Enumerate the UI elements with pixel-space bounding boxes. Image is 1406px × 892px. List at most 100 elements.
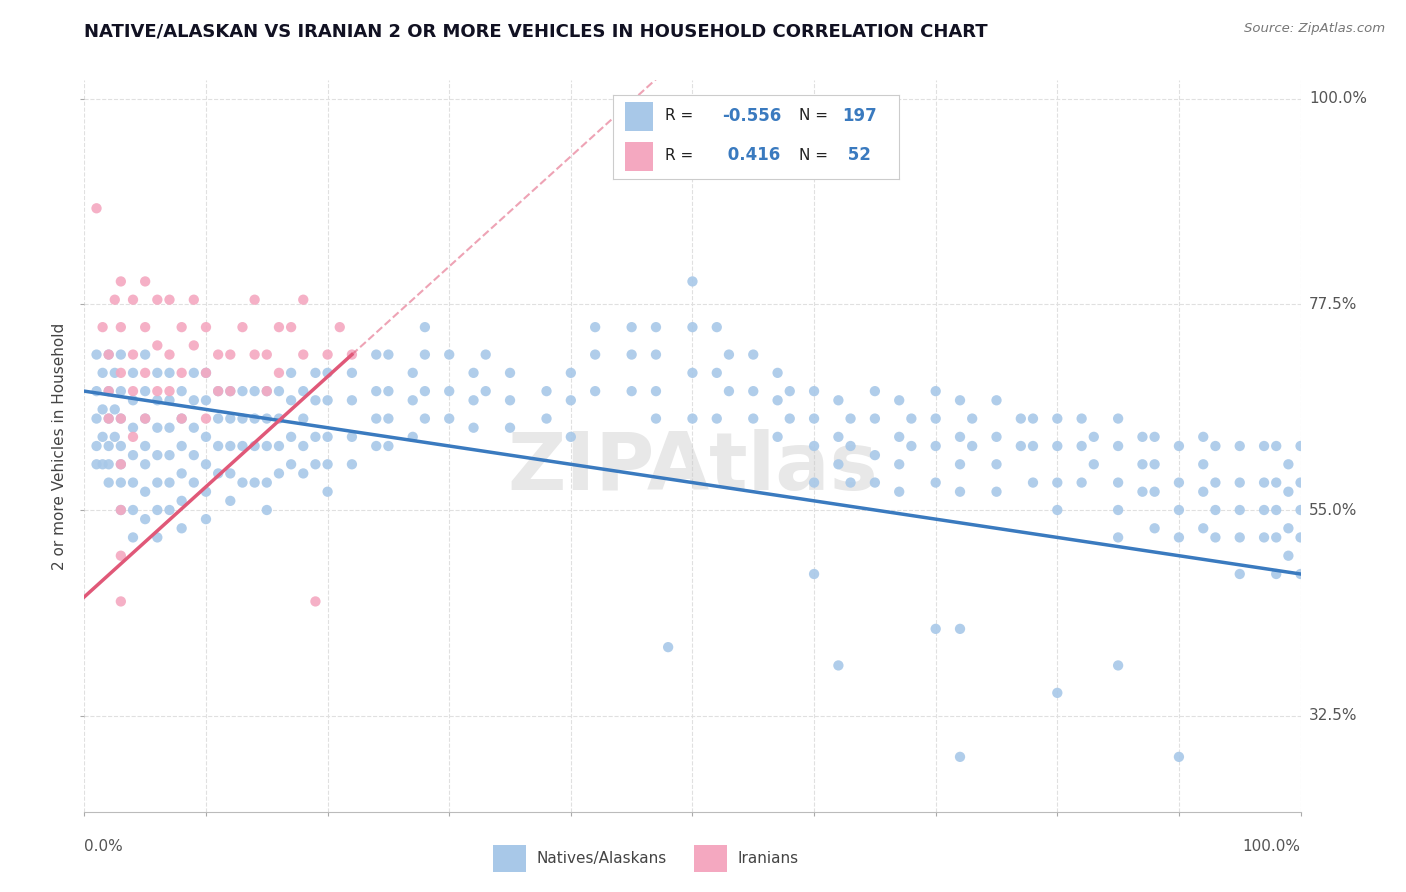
Point [463,393,485,408]
Point [243,293,266,307]
Point [194,320,218,334]
Point [377,348,399,362]
Point [863,384,886,398]
Point [159,475,181,490]
Text: 77.5%: 77.5% [1309,297,1357,312]
Point [645,348,668,362]
Point [1277,484,1299,499]
Text: 0.0%: 0.0% [84,839,124,855]
Point [560,393,582,408]
Point [97,458,120,472]
Point [925,384,948,398]
Point [194,366,218,380]
Point [219,411,242,425]
Point [682,411,704,425]
Point [827,393,849,408]
Point [280,430,302,444]
Point [110,411,132,425]
Point [986,458,1008,472]
Point [304,458,326,472]
Point [1229,439,1251,453]
Point [827,430,849,444]
Point [304,393,326,408]
Point [207,348,229,362]
Point [682,320,704,334]
Point [86,411,108,425]
Point [536,384,558,398]
Point [183,293,205,307]
Point [134,484,156,499]
Point [717,348,740,362]
Point [366,411,388,425]
Point [949,484,972,499]
Point [231,439,253,453]
Point [1107,411,1129,425]
Point [110,366,132,380]
Point [1289,530,1312,544]
Point [402,430,425,444]
Point [110,475,132,490]
Point [267,384,290,398]
Point [146,421,169,435]
Point [1132,484,1154,499]
Point [159,503,181,517]
Point [1143,521,1166,535]
Text: Source: ZipAtlas.com: Source: ZipAtlas.com [1244,22,1385,36]
Point [159,448,181,462]
Point [170,411,193,425]
Point [925,622,948,636]
Point [231,411,253,425]
Point [243,411,266,425]
Point [122,293,145,307]
Point [304,430,326,444]
Point [134,411,156,425]
Point [231,475,253,490]
Point [682,274,704,288]
Text: -0.556: -0.556 [723,107,782,125]
Point [159,366,181,380]
Point [183,338,205,352]
Point [439,411,461,425]
Point [1046,686,1069,700]
Point [377,439,399,453]
Point [316,484,339,499]
Point [1253,439,1275,453]
Point [1132,430,1154,444]
Point [583,348,606,362]
Point [949,430,972,444]
Bar [624,103,654,131]
Point [889,430,911,444]
Point [620,348,643,362]
Point [97,439,120,453]
Point [1229,530,1251,544]
Point [146,293,169,307]
Point [159,393,181,408]
Point [366,384,388,398]
Text: R =: R = [665,109,693,123]
Point [706,320,728,334]
Point [889,458,911,472]
Point [110,503,132,517]
Point [231,384,253,398]
Point [134,366,156,380]
Point [827,658,849,673]
Point [292,467,315,481]
Point [1046,439,1069,453]
Point [159,293,181,307]
Point [134,512,156,526]
Point [1265,567,1288,582]
Point [122,348,145,362]
Point [267,320,290,334]
Point [194,393,218,408]
Point [292,348,315,362]
Point [267,411,290,425]
Point [146,338,169,352]
Point [292,384,315,398]
Point [146,448,169,462]
Point [91,458,114,472]
Point [194,458,218,472]
Point [1204,439,1226,453]
Point [146,530,169,544]
Text: 0.416: 0.416 [723,146,780,164]
Point [207,384,229,398]
